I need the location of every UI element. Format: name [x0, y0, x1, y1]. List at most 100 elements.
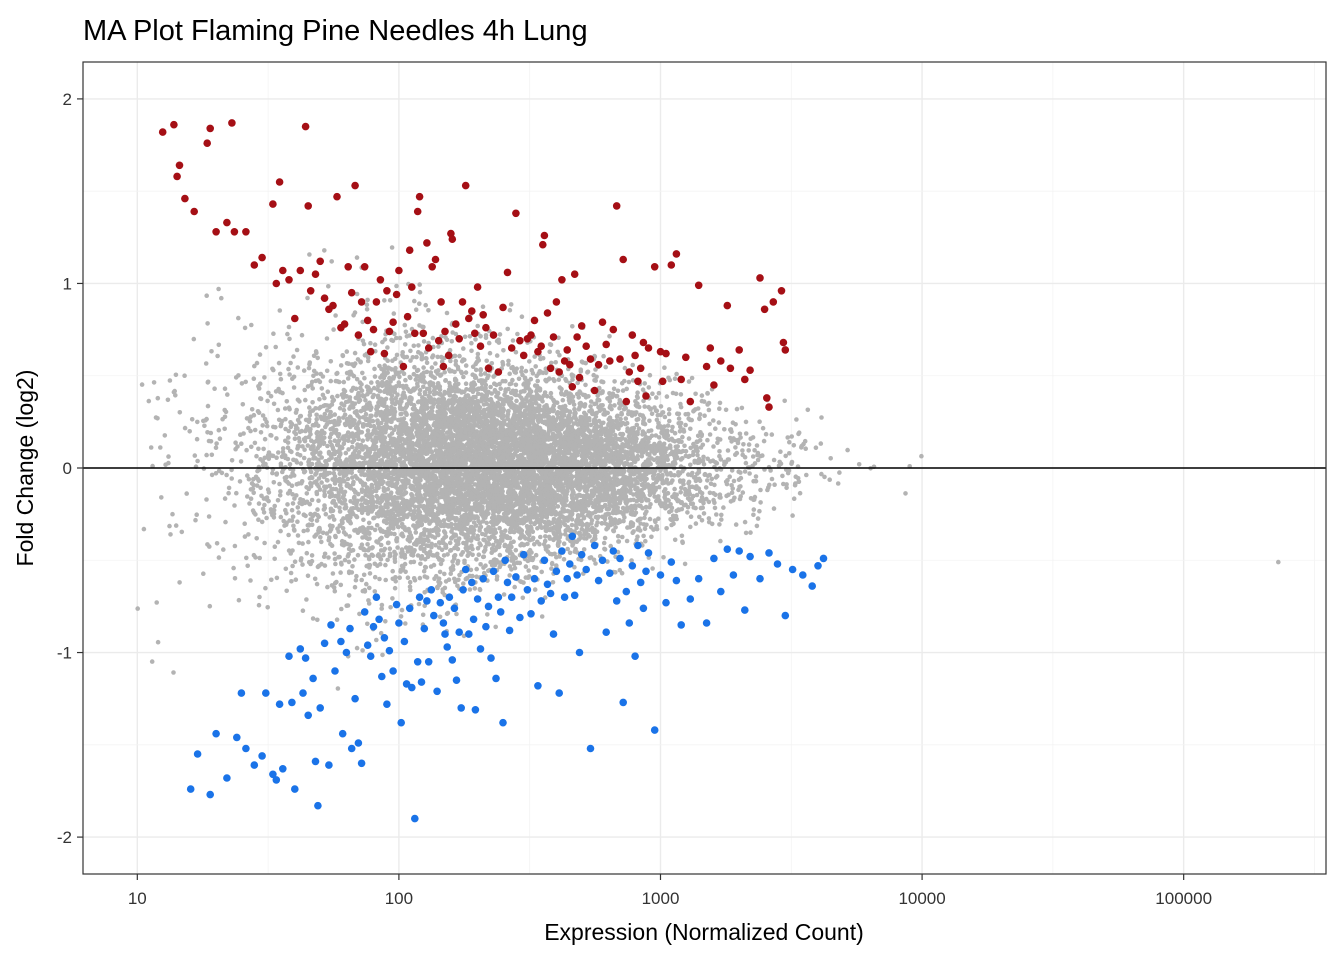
ns-point: [649, 534, 654, 540]
ns-point: [747, 471, 752, 476]
ns-point: [365, 621, 370, 627]
ns-point: [217, 436, 223, 442]
ns-point: [212, 386, 217, 392]
ns-point: [420, 612, 426, 618]
ns-point: [242, 325, 248, 331]
ns-point: [293, 431, 299, 437]
ns-point: [167, 523, 172, 529]
ns-point: [375, 395, 381, 400]
ns-point: [303, 397, 308, 403]
ns-point: [743, 530, 749, 536]
ns-point: [620, 534, 625, 540]
ns-point: [547, 534, 552, 540]
ns-point: [354, 645, 360, 651]
ns-point: [706, 407, 712, 413]
ns-point: [398, 398, 404, 403]
ns-point: [318, 535, 323, 540]
ns-point: [391, 311, 397, 316]
ns-point: [352, 584, 358, 590]
ns-point: [417, 289, 423, 295]
ns-point: [271, 401, 277, 407]
ns-point: [533, 364, 538, 369]
ns-point: [396, 417, 401, 423]
ns-point: [399, 607, 405, 613]
ns-point: [488, 384, 493, 390]
ns-point: [422, 546, 427, 552]
ns-point: [449, 339, 455, 344]
ns-point: [758, 487, 763, 493]
ns-point: [444, 611, 450, 617]
ns-point: [226, 490, 231, 496]
ns-point: [570, 324, 575, 329]
ns-point: [252, 440, 258, 446]
ns-point: [473, 337, 478, 342]
ns-point: [532, 587, 538, 592]
ns-point: [262, 455, 268, 461]
ns-point: [819, 415, 824, 420]
ns-point: [603, 364, 608, 370]
ns-point: [742, 469, 748, 474]
ns-point: [573, 522, 578, 528]
ns-point: [360, 319, 366, 325]
ns-point: [562, 532, 568, 537]
ns-point: [223, 519, 228, 525]
ns-point: [295, 533, 301, 538]
ns-point: [754, 443, 760, 448]
ns-point: [757, 508, 762, 514]
ns-point: [458, 369, 464, 375]
ns-point: [429, 365, 435, 370]
ns-point: [322, 248, 327, 253]
ns-point: [331, 327, 336, 332]
ns-point: [205, 321, 210, 326]
ns-point: [530, 537, 535, 542]
ns-point: [575, 380, 580, 386]
ns-point: [534, 373, 539, 379]
ns-point: [187, 429, 192, 434]
ns-point: [278, 423, 284, 429]
ns-point: [296, 510, 301, 515]
ns-point: [718, 538, 723, 544]
ns-point: [612, 432, 618, 438]
ns-point: [539, 569, 544, 575]
ns-point: [689, 375, 695, 381]
ns-point: [449, 536, 454, 541]
ns-point: [340, 353, 346, 358]
ns-point: [494, 574, 500, 579]
ns-point: [433, 361, 438, 366]
ns-point: [288, 551, 294, 556]
ns-point: [292, 496, 297, 501]
ns-point: [309, 522, 315, 528]
ns-point: [292, 559, 298, 564]
ns-point: [447, 540, 453, 546]
ns-point: [286, 324, 292, 330]
ns-point: [343, 450, 349, 456]
ns-point: [388, 490, 394, 496]
ns-point: [707, 432, 713, 437]
ns-point: [305, 443, 311, 448]
ns-point: [344, 349, 350, 354]
ns-point: [438, 561, 444, 567]
ns-point: [256, 602, 262, 608]
ns-point: [204, 497, 209, 502]
ns-point: [329, 259, 335, 264]
ns-point: [686, 379, 692, 384]
ns-point: [324, 368, 330, 374]
ns-point: [502, 542, 508, 548]
ns-point: [654, 417, 660, 423]
ns-point: [715, 440, 720, 446]
ns-point: [213, 445, 219, 451]
ns-point: [262, 502, 267, 508]
ns-point: [372, 374, 378, 379]
ns-point: [257, 352, 263, 357]
ns-point: [480, 304, 486, 310]
ns-point: [332, 556, 338, 562]
ns-point: [205, 542, 210, 547]
ns-point: [290, 514, 296, 519]
ns-point: [385, 358, 391, 364]
ns-point: [569, 372, 575, 378]
ns-point: [702, 471, 708, 477]
ns-point: [581, 515, 587, 520]
ns-point: [337, 405, 343, 411]
ns-point: [602, 546, 607, 552]
ns-point: [642, 515, 647, 521]
